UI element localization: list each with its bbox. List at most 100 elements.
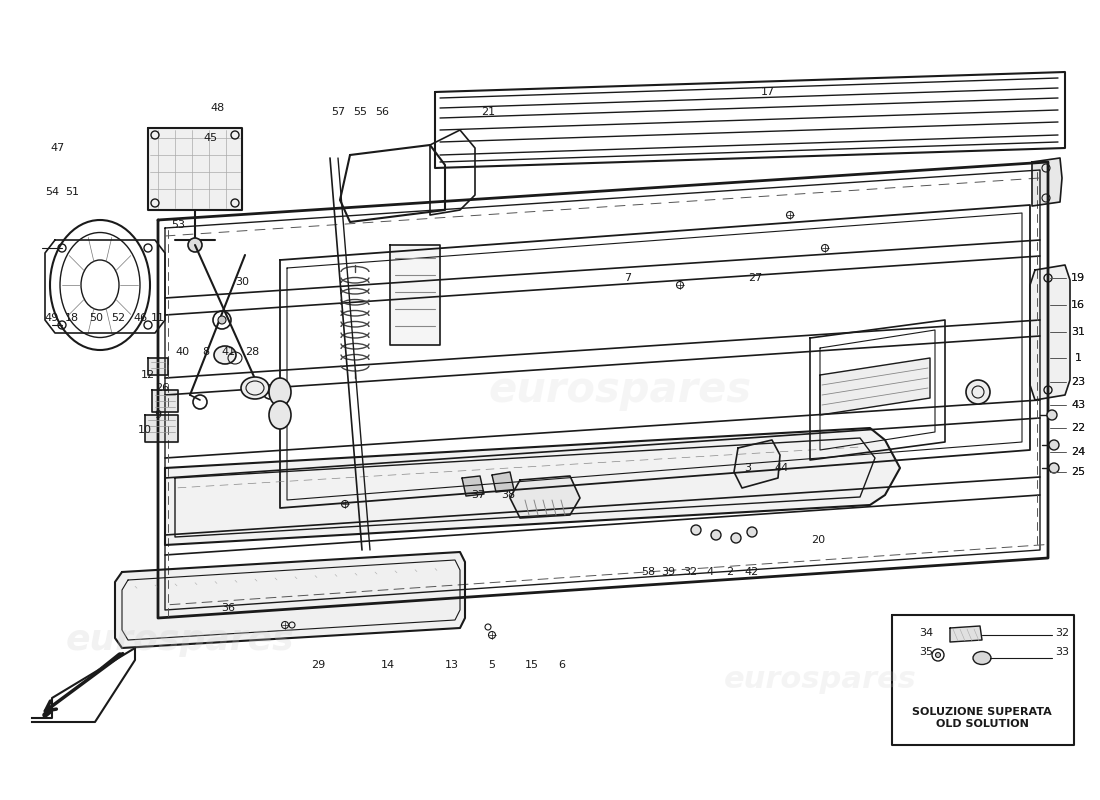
Text: 46: 46 <box>133 313 147 323</box>
Polygon shape <box>165 428 900 545</box>
Circle shape <box>1047 410 1057 420</box>
Text: eurospares: eurospares <box>724 666 916 694</box>
Circle shape <box>691 525 701 535</box>
Polygon shape <box>1032 158 1062 206</box>
Text: 8: 8 <box>202 347 210 357</box>
Text: 57: 57 <box>331 107 345 117</box>
Text: 41: 41 <box>221 347 235 357</box>
Text: 1: 1 <box>1075 353 1081 363</box>
Circle shape <box>188 238 202 252</box>
Text: 10: 10 <box>138 425 152 435</box>
Text: 27: 27 <box>748 273 762 283</box>
Text: 6: 6 <box>559 660 565 670</box>
Text: 48: 48 <box>211 103 226 113</box>
Text: 56: 56 <box>375 107 389 117</box>
Text: 39: 39 <box>661 567 675 577</box>
Text: 3: 3 <box>745 463 751 473</box>
Text: 58: 58 <box>641 567 656 577</box>
Text: 2: 2 <box>726 567 734 577</box>
Polygon shape <box>152 390 178 412</box>
Text: 42: 42 <box>745 567 759 577</box>
Text: 30: 30 <box>235 277 249 287</box>
Text: 50: 50 <box>89 313 103 323</box>
Polygon shape <box>116 552 465 648</box>
Text: 19: 19 <box>1071 273 1085 283</box>
Text: 40: 40 <box>175 347 189 357</box>
Text: 49: 49 <box>45 313 59 323</box>
Text: 43: 43 <box>1071 400 1085 410</box>
Text: 38: 38 <box>500 490 515 500</box>
Text: 12: 12 <box>141 370 155 380</box>
Text: 32: 32 <box>1055 628 1069 638</box>
Ellipse shape <box>974 651 991 665</box>
Text: 14: 14 <box>381 660 395 670</box>
Circle shape <box>935 653 940 658</box>
Text: 23: 23 <box>1071 377 1085 387</box>
Text: 16: 16 <box>1071 300 1085 310</box>
Polygon shape <box>510 476 580 518</box>
Text: 37: 37 <box>471 490 485 500</box>
Text: 19: 19 <box>1071 273 1085 283</box>
Text: 25: 25 <box>1071 467 1085 477</box>
Polygon shape <box>820 358 930 415</box>
Text: 35: 35 <box>918 647 933 657</box>
Text: 15: 15 <box>525 660 539 670</box>
Text: 7: 7 <box>625 273 631 283</box>
Ellipse shape <box>270 378 292 406</box>
Circle shape <box>218 316 226 324</box>
Circle shape <box>747 527 757 537</box>
Circle shape <box>732 533 741 543</box>
Circle shape <box>711 530 720 540</box>
Polygon shape <box>148 128 242 210</box>
Ellipse shape <box>270 401 292 429</box>
Text: 29: 29 <box>311 660 326 670</box>
Text: 54: 54 <box>45 187 59 197</box>
Text: 4: 4 <box>706 567 714 577</box>
Text: 51: 51 <box>65 187 79 197</box>
Text: 47: 47 <box>51 143 65 153</box>
Polygon shape <box>492 472 514 492</box>
Circle shape <box>966 380 990 404</box>
Text: 32: 32 <box>683 567 697 577</box>
Polygon shape <box>148 358 168 375</box>
Text: 17: 17 <box>761 87 776 97</box>
Text: 24: 24 <box>1071 447 1085 457</box>
Text: 34: 34 <box>918 628 933 638</box>
Text: 22: 22 <box>1071 423 1085 433</box>
Polygon shape <box>950 626 982 642</box>
Text: 53: 53 <box>170 220 185 230</box>
Polygon shape <box>32 648 135 722</box>
Text: 11: 11 <box>151 313 165 323</box>
Text: 5: 5 <box>488 660 495 670</box>
Text: 18: 18 <box>65 313 79 323</box>
Polygon shape <box>390 245 440 345</box>
Text: 9: 9 <box>154 410 162 420</box>
Ellipse shape <box>214 346 236 364</box>
Text: 45: 45 <box>202 133 217 143</box>
Text: 13: 13 <box>446 660 459 670</box>
Text: 26: 26 <box>155 383 169 393</box>
Text: eurospares: eurospares <box>66 623 295 657</box>
Text: 24: 24 <box>1071 447 1085 457</box>
Text: 23: 23 <box>1071 377 1085 387</box>
Text: SOLUZIONE SUPERATA
OLD SOLUTION: SOLUZIONE SUPERATA OLD SOLUTION <box>912 707 1052 729</box>
Text: 22: 22 <box>1071 423 1085 433</box>
Polygon shape <box>145 415 178 442</box>
Text: 31: 31 <box>1071 327 1085 337</box>
Text: 43: 43 <box>1071 400 1085 410</box>
Circle shape <box>1049 463 1059 473</box>
Polygon shape <box>462 476 484 496</box>
Text: 36: 36 <box>221 603 235 613</box>
Polygon shape <box>734 440 780 488</box>
Text: 28: 28 <box>245 347 260 357</box>
Ellipse shape <box>241 377 270 399</box>
Text: eurospares: eurospares <box>488 369 751 411</box>
Text: 44: 44 <box>774 463 789 473</box>
Text: 1: 1 <box>1075 353 1081 363</box>
Text: 16: 16 <box>1071 300 1085 310</box>
Polygon shape <box>1030 265 1070 400</box>
Text: 55: 55 <box>353 107 367 117</box>
Text: 21: 21 <box>481 107 495 117</box>
Circle shape <box>1049 440 1059 450</box>
Text: 25: 25 <box>1071 467 1085 477</box>
